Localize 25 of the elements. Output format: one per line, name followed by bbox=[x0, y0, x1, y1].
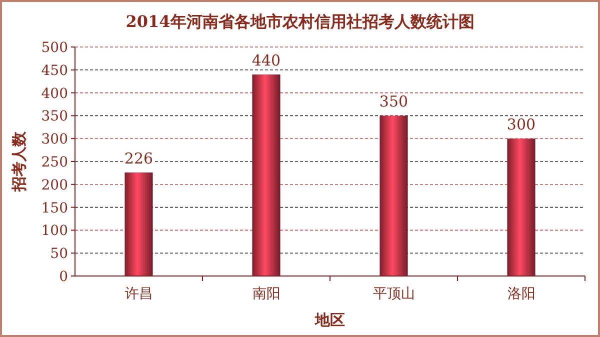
bar bbox=[252, 74, 280, 276]
chart-title: 2014年河南省各地市农村信用社招考人数统计图 bbox=[126, 12, 474, 31]
x-tick-label: 许昌 bbox=[124, 286, 153, 302]
bar bbox=[507, 138, 536, 276]
y-tick-label: 50 bbox=[50, 246, 68, 262]
data-label: 300 bbox=[506, 116, 536, 134]
x-axis-title: 地区 bbox=[314, 311, 345, 329]
y-tick-label: 350 bbox=[41, 108, 68, 125]
y-tick-label: 100 bbox=[41, 223, 68, 240]
y-axis-title: 招考人数 bbox=[10, 130, 28, 192]
y-tick-label: 300 bbox=[41, 132, 68, 148]
x-tick-label: 平顶山 bbox=[372, 286, 415, 302]
x-tick-label: 洛阳 bbox=[507, 286, 536, 302]
data-label: 440 bbox=[252, 51, 281, 70]
data-label: 350 bbox=[379, 92, 408, 111]
y-tick-label: 150 bbox=[41, 200, 68, 216]
y-tick-label: 0 bbox=[59, 269, 68, 285]
y-tick-label: 200 bbox=[41, 177, 68, 194]
y-tick-label: 450 bbox=[41, 62, 68, 79]
x-tick-label: 南阳 bbox=[252, 286, 280, 302]
y-tick-label: 500 bbox=[41, 40, 68, 56]
bar bbox=[124, 172, 153, 276]
y-tick-label: 400 bbox=[41, 86, 68, 102]
y-tick-label: 250 bbox=[41, 154, 68, 170]
bar bbox=[380, 116, 408, 276]
